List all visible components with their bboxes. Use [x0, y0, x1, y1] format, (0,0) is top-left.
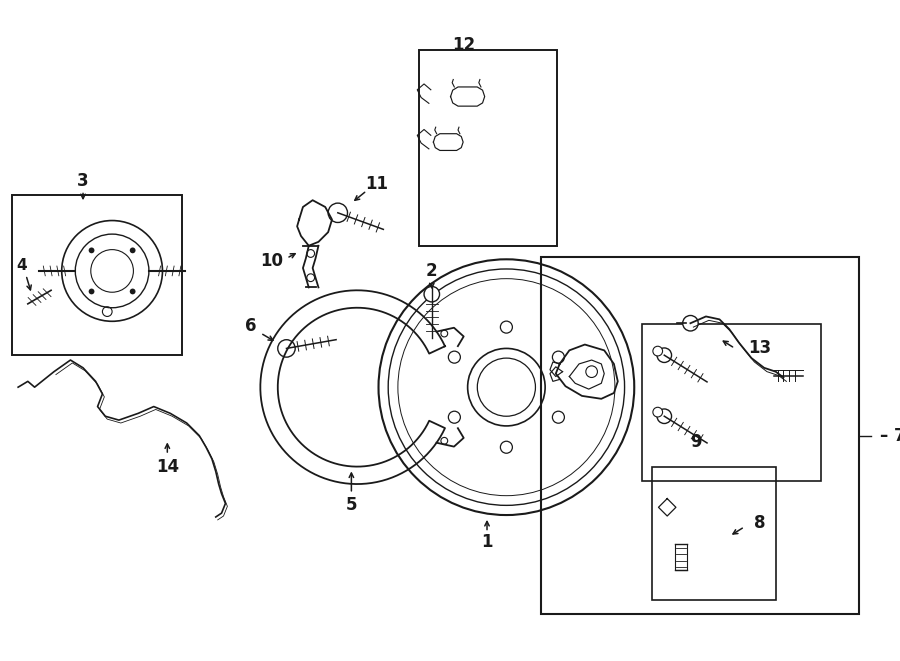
Circle shape [88, 289, 94, 294]
Text: 14: 14 [156, 457, 179, 476]
Text: 10: 10 [260, 253, 284, 270]
Circle shape [130, 289, 136, 294]
Text: 11: 11 [365, 175, 388, 193]
Text: 2: 2 [426, 262, 437, 280]
Circle shape [553, 411, 564, 423]
Text: 1: 1 [482, 533, 493, 551]
Circle shape [278, 340, 295, 357]
Circle shape [652, 407, 662, 417]
Circle shape [652, 346, 662, 356]
Circle shape [424, 286, 439, 302]
Circle shape [553, 351, 564, 363]
Text: – 7: – 7 [880, 426, 900, 445]
Circle shape [130, 247, 136, 253]
Text: 8: 8 [754, 514, 766, 532]
Bar [419, 50, 557, 246]
Circle shape [88, 247, 94, 253]
Text: 5: 5 [346, 496, 357, 514]
Circle shape [657, 348, 671, 362]
Circle shape [500, 442, 512, 453]
Circle shape [683, 315, 698, 331]
Text: 4: 4 [17, 258, 27, 272]
Text: 13: 13 [749, 339, 771, 358]
Circle shape [448, 411, 461, 423]
Text: 3: 3 [77, 172, 89, 190]
Bar [13, 196, 182, 355]
Bar [541, 257, 859, 614]
Circle shape [328, 203, 347, 223]
Circle shape [657, 409, 671, 424]
Text: 9: 9 [690, 434, 702, 451]
Circle shape [500, 321, 512, 333]
Circle shape [448, 351, 461, 363]
Text: 12: 12 [452, 36, 475, 54]
Bar [642, 324, 821, 481]
Text: 6: 6 [245, 317, 256, 335]
Bar [652, 467, 776, 600]
